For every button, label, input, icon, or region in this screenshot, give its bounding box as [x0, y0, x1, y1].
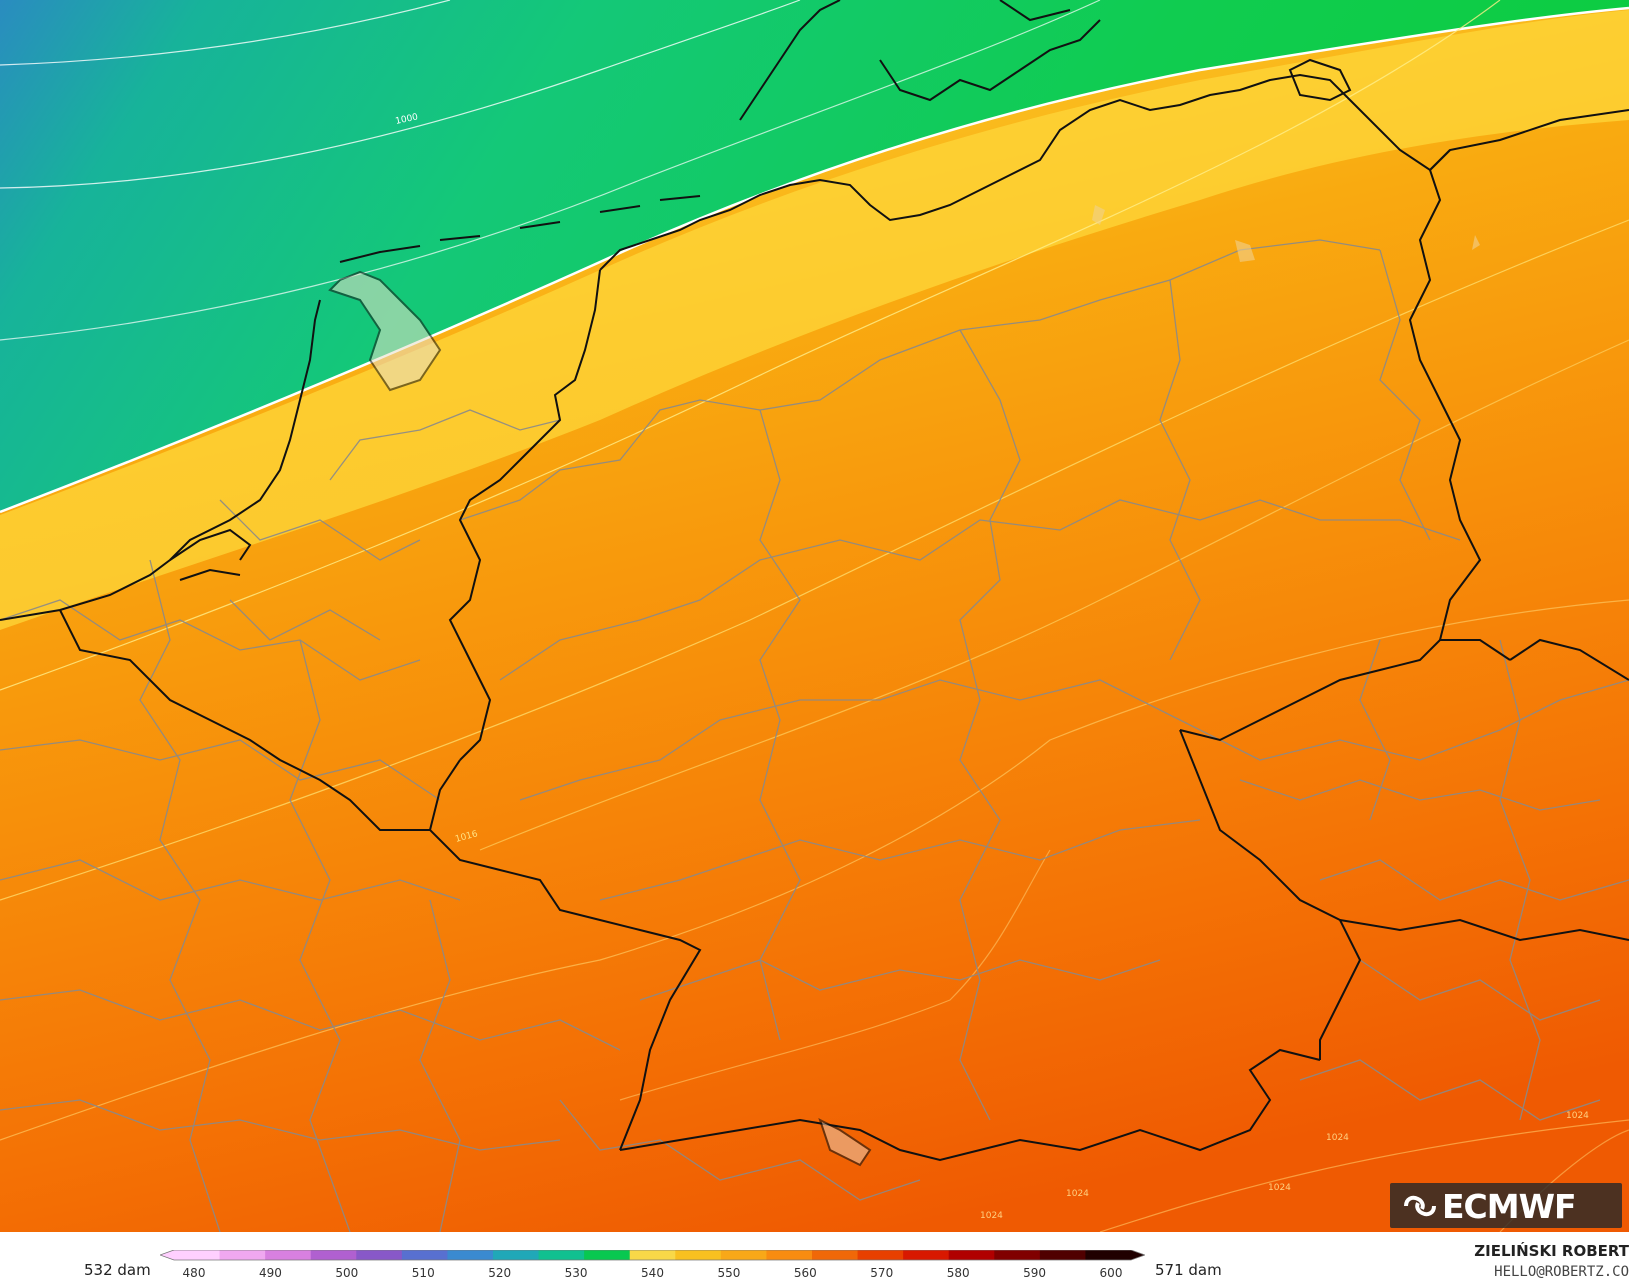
colorbar-segment	[174, 1250, 221, 1260]
contour-label: 1024	[980, 1211, 1003, 1221]
colorbar: 480 490 500 510 520 530 540 550 560 570 580 590 600	[160, 1250, 1145, 1280]
colorbar-segment	[994, 1250, 1041, 1260]
colorbar-tick-label: 540	[641, 1266, 664, 1280]
colorbar-segment	[1039, 1250, 1086, 1260]
colorbar-segment	[447, 1250, 494, 1260]
colorbar-segment	[310, 1250, 357, 1260]
colorbar-tick-label: 570	[870, 1266, 893, 1280]
ecmwf-swirl-icon	[1404, 1195, 1436, 1217]
colorbar-tick-label: 600	[1100, 1266, 1123, 1280]
geopotential-band-yellow	[0, 10, 1629, 630]
legend-min-label: 532 dam	[84, 1261, 151, 1279]
colorbar-segment	[265, 1250, 312, 1260]
ecmwf-logo: ECMWF	[1390, 1183, 1622, 1228]
legend-max-label: 571 dam	[1155, 1261, 1222, 1279]
colorbar-segment	[538, 1250, 585, 1260]
colorbar-tick-label: 580	[947, 1266, 970, 1280]
contour-label: 1024	[1566, 1111, 1589, 1121]
colorbar-arrow-min	[160, 1250, 174, 1260]
colorbar-segment	[629, 1250, 676, 1260]
contour-552	[0, 6, 1629, 514]
colorbar-segment	[766, 1250, 813, 1260]
colorbar-segment	[1085, 1250, 1132, 1260]
lakes	[1092, 205, 1480, 262]
geopotential-field-cold	[0, 0, 1629, 512]
colorbar-segment	[401, 1250, 448, 1260]
ecmwf-logo-text: ECMWF	[1442, 1187, 1577, 1226]
colorbar-segment	[903, 1250, 950, 1260]
colorbar-tick-label: 490	[259, 1266, 282, 1280]
colorbar-segment	[675, 1250, 722, 1260]
colorbar-tick-label: 550	[717, 1266, 740, 1280]
author-email: HELLO@ROBERTZ.CO	[1494, 1264, 1629, 1280]
contour-labels: 1000 1016 1024 1024 1024 1024 1024	[395, 112, 1590, 1221]
colorbar-segment	[812, 1250, 859, 1260]
colorbar-tick-label: 530	[565, 1266, 588, 1280]
colorbar-tick-label: 560	[794, 1266, 817, 1280]
colorbar-segments	[160, 1250, 1145, 1261]
colorbar-segment	[219, 1250, 266, 1260]
contour-label: 1000	[395, 112, 420, 127]
contour-label: 1024	[1268, 1183, 1291, 1193]
colorbar-tick-label: 480	[183, 1266, 206, 1280]
colorbar-segment	[720, 1250, 767, 1260]
colorbar-segment	[857, 1250, 904, 1260]
map-canvas: 1000 1016 1024 1024 1024 1024 1024	[0, 0, 1629, 1232]
contour-label: 1024	[1066, 1189, 1089, 1199]
colorbar-segment	[493, 1250, 540, 1260]
colorbar-segment	[584, 1250, 631, 1260]
colorbar-ticks: 480 490 500 510 520 530 540 550 560 570 580 590 600	[183, 1266, 1123, 1280]
colorbar-tick-label: 520	[488, 1266, 511, 1280]
colorbar-outline	[160, 1250, 1145, 1261]
contour-label: 1024	[1326, 1133, 1349, 1143]
colorbar-arrow-max	[1131, 1250, 1145, 1260]
isobars	[0, 0, 1629, 1232]
author-credit: ZIELIŃSKI ROBERT	[1474, 1242, 1629, 1260]
colorbar-segment	[356, 1250, 403, 1260]
colorbar-segment	[948, 1250, 995, 1260]
colorbar-tick-label: 500	[335, 1266, 358, 1280]
country-borders	[0, 0, 1629, 1167]
colorbar-tick-label: 510	[412, 1266, 435, 1280]
colorbar-tick-label: 590	[1023, 1266, 1046, 1280]
